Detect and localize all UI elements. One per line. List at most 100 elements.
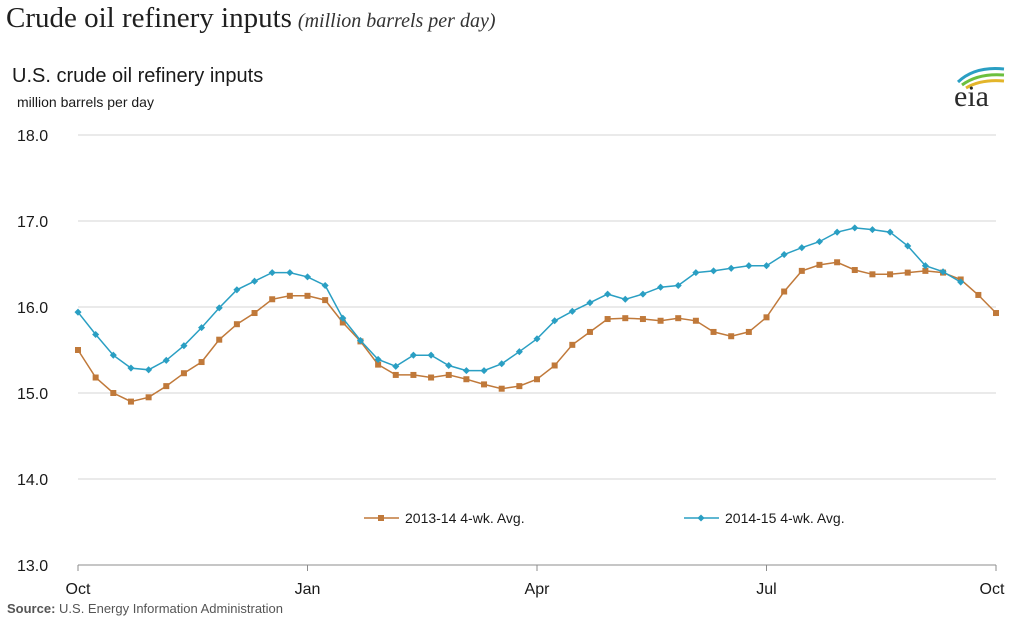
source-note: Source: U.S. Energy Information Administ… — [7, 601, 283, 616]
data-point — [869, 271, 876, 278]
data-point — [745, 328, 752, 335]
data-point — [498, 360, 506, 368]
data-point — [145, 366, 153, 374]
page-title-text: Crude oil refinery inputs — [6, 2, 292, 34]
data-point — [463, 376, 470, 383]
data-point — [269, 296, 276, 303]
data-point — [657, 283, 665, 291]
data-point — [921, 262, 929, 270]
data-point — [303, 273, 312, 281]
data-point — [428, 374, 435, 381]
data-point — [145, 394, 152, 401]
data-point — [445, 371, 452, 378]
data-point — [392, 371, 399, 378]
data-point — [322, 297, 329, 304]
data-point — [286, 269, 294, 277]
data-point — [339, 314, 347, 322]
source-label: Source: — [7, 601, 55, 616]
data-point — [957, 278, 965, 286]
y-tick-label: 14.0 — [17, 472, 48, 489]
data-point — [498, 385, 505, 392]
eia-logo-text: eia — [954, 80, 989, 113]
source-text: U.S. Energy Information Administration — [55, 601, 283, 616]
legend-label-2014-15: 2014-15 4-wk. Avg. — [725, 510, 845, 526]
data-point — [375, 361, 382, 368]
data-point — [110, 390, 117, 396]
data-point — [534, 376, 540, 383]
data-point — [833, 228, 841, 236]
data-point — [586, 299, 594, 307]
data-point — [904, 269, 911, 276]
data-point — [374, 355, 382, 363]
data-point — [198, 324, 206, 332]
data-point — [516, 383, 523, 390]
legend-item-2013-14: 2013-14 4-wk. Avg. — [364, 510, 525, 526]
x-tick-label: Jan — [295, 581, 321, 598]
x-axis: Oct Jan Apr Jul Oct — [66, 564, 1005, 598]
data-point — [763, 314, 770, 321]
data-point — [127, 364, 135, 372]
data-point — [727, 264, 735, 272]
data-point — [445, 361, 453, 370]
data-point — [780, 251, 788, 259]
data-point — [975, 291, 982, 298]
data-point — [798, 267, 805, 274]
data-point — [392, 362, 400, 370]
data-point — [74, 308, 82, 316]
data-point — [356, 337, 364, 345]
data-point — [427, 351, 435, 359]
page-subtitle: (million barrels per day) — [297, 10, 496, 32]
data-point — [109, 351, 117, 359]
data-point — [851, 267, 858, 274]
data-point — [728, 333, 735, 340]
data-point — [604, 290, 612, 298]
data-point — [339, 319, 346, 326]
data-point — [586, 328, 593, 335]
y-axis-ticks: 13.0 14.0 15.0 16.0 17.0 18.0 — [17, 128, 48, 575]
data-point — [834, 259, 841, 266]
data-point — [639, 290, 647, 298]
data-point — [410, 371, 417, 378]
data-point — [515, 348, 523, 356]
data-point — [233, 286, 241, 294]
y-axis-label: million barrels per day — [17, 94, 154, 110]
data-point — [163, 383, 170, 390]
legend: 2013-14 4-wk. Avg. 2014-15 4-wk. Avg. — [364, 510, 845, 526]
page-title: Crude oil refinery inputs (million barrel… — [6, 2, 496, 35]
data-point — [92, 374, 99, 381]
x-tick-label: Jul — [756, 581, 776, 598]
data-point — [762, 262, 771, 270]
data-point — [127, 398, 134, 405]
y-tick-label: 15.0 — [17, 386, 48, 403]
data-point — [533, 335, 541, 343]
data-point — [180, 342, 188, 350]
x-tick-label: Oct — [66, 581, 91, 598]
data-point — [922, 267, 929, 274]
y-tick-label: 16.0 — [17, 300, 48, 317]
data-point — [674, 281, 682, 290]
data-point — [75, 347, 81, 353]
y-tick-label: 17.0 — [17, 214, 48, 231]
data-point — [904, 242, 912, 250]
data-point — [409, 351, 417, 359]
data-point — [622, 315, 629, 322]
data-point — [887, 271, 894, 278]
data-point — [233, 321, 240, 328]
data-point — [268, 269, 276, 277]
data-point — [675, 315, 682, 322]
data-point — [162, 356, 170, 364]
legend-label-2013-14: 2013-14 4-wk. Avg. — [405, 510, 525, 526]
data-point — [251, 310, 258, 317]
data-point — [816, 261, 823, 268]
data-point — [621, 295, 629, 303]
data-point — [92, 330, 100, 339]
y-tick-label: 13.0 — [17, 558, 48, 575]
series-layer — [74, 224, 999, 405]
data-point — [481, 381, 488, 388]
data-point — [480, 367, 488, 375]
data-point — [551, 362, 558, 369]
data-point — [815, 238, 823, 246]
data-point — [569, 341, 576, 348]
data-point — [198, 359, 205, 366]
